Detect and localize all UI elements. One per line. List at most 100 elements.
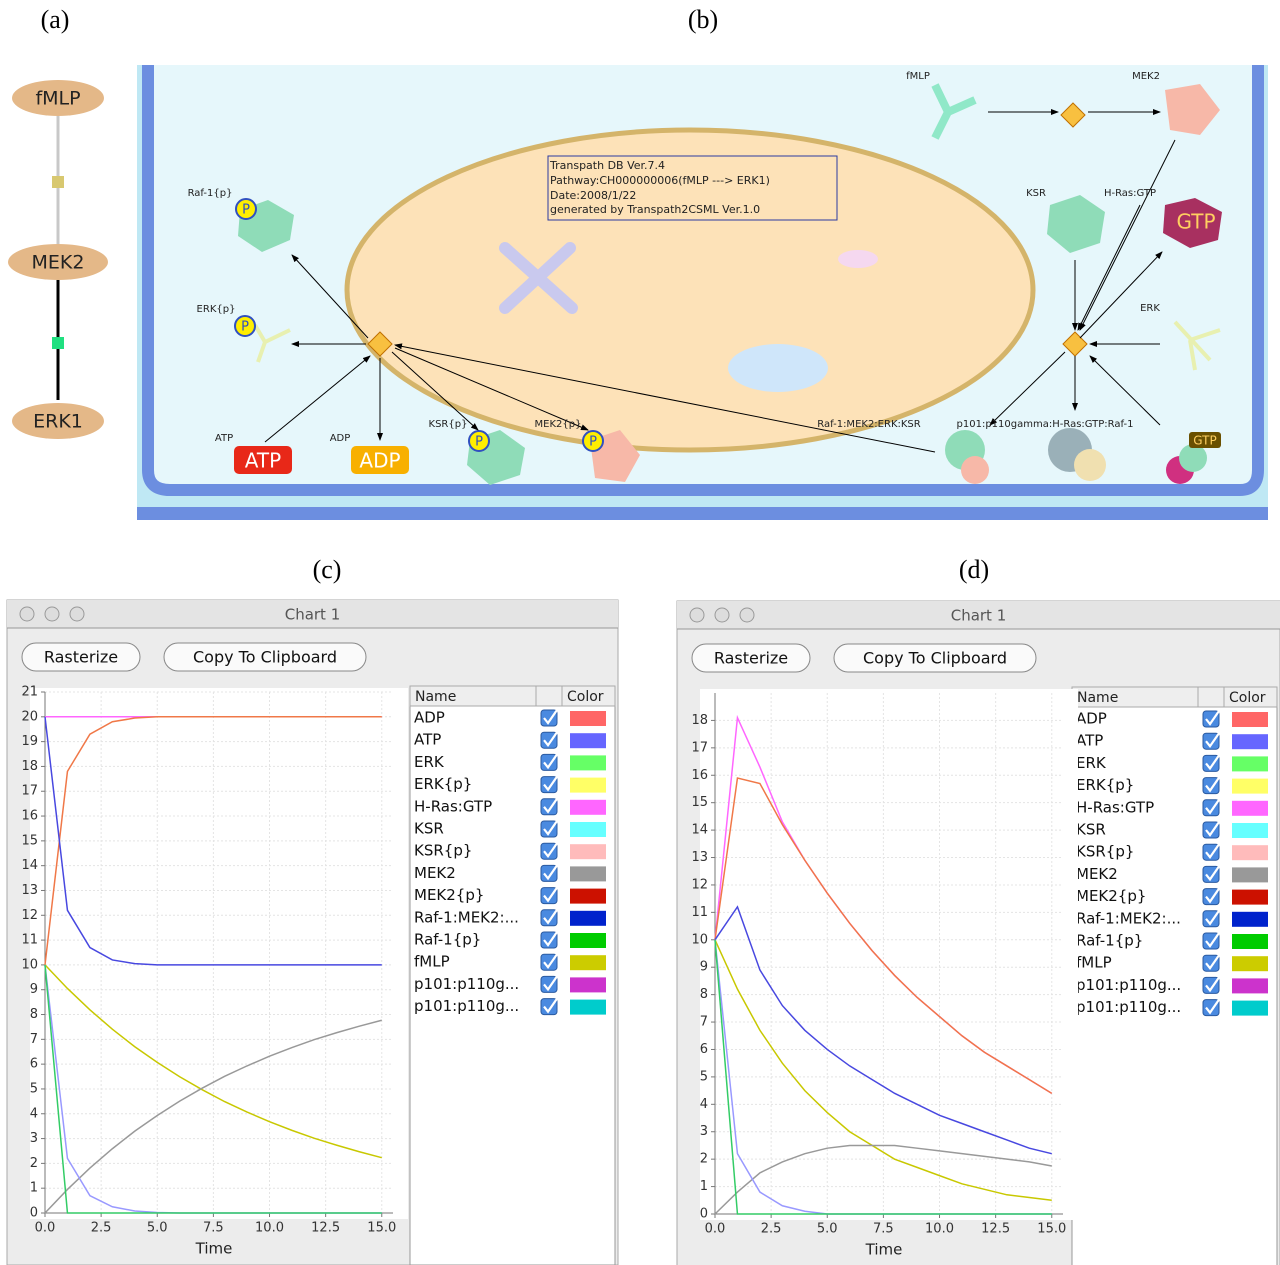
legend-checkmark [1205,976,1220,993]
x-tick-label: 12.5 [311,1221,340,1236]
legend-swatch [570,733,606,749]
button[interactable] [163,642,367,672]
legend-swatch [1232,978,1268,994]
legend-swatch [1232,1000,1268,1016]
legend-name: ADP [414,709,445,727]
window-control[interactable] [689,607,705,623]
legend-swatch [570,866,606,882]
y-tick-label: 14 [691,823,708,838]
legend-checkmark [543,798,558,814]
icon-label: P [589,435,597,450]
legend-swatch [1232,712,1268,727]
button[interactable] [833,643,1037,673]
y-tick-label: 21 [21,685,38,700]
y-tick-label: 18 [21,759,38,774]
table-header [409,685,616,707]
legend-swatch [1232,889,1268,905]
legend-checkmark [543,775,558,792]
pathway-a [8,80,108,439]
series-line [714,1144,1052,1215]
molecule-label: fMLP [906,71,930,82]
legend-name: KSR [1076,821,1106,839]
y-tick-label: 6 [30,1057,38,1072]
icon-label: ATP [245,449,281,473]
button-label[interactable]: Copy To Clipboard [863,649,1007,668]
y-tick-label: 6 [700,1042,708,1057]
legend-swatch [570,955,606,971]
x-tick-label: 5.0 [147,1221,168,1236]
legend-swatch [570,822,606,837]
window-control[interactable] [69,606,85,622]
y-tick-label: 12 [691,877,708,892]
legend-name: MEK2{p} [1076,887,1146,905]
y-tick-label: 14 [21,858,38,873]
y-tick-label: 10 [691,932,708,947]
legend-checkmark [1205,998,1220,1015]
y-tick-label: 9 [700,960,708,975]
y-tick-label: 8 [30,1007,38,1022]
series-line [714,777,1053,1094]
series-line [714,939,1052,1215]
y-tick-label: 0 [30,1206,38,1221]
legend-name: KSR{p} [1076,843,1134,861]
legend-checkmark [543,931,558,947]
molecule-label: Raf-1:MEK2:ERK:KSR [817,419,921,430]
legend-name: KSR [414,820,444,838]
legend-name: p101:p110g... [414,975,519,993]
y-tick-label: 2 [30,1156,38,1171]
y-tick-label: 18 [691,713,708,728]
button-label[interactable]: Copy To Clipboard [193,648,337,667]
x-tick-label: 5.0 [817,1222,838,1237]
y-tick-label: 17 [21,784,38,799]
legend-name: ATP [1076,732,1103,750]
y-tick-label: 9 [30,982,38,997]
y-tick-label: 17 [691,740,708,755]
legend-checkmark [1205,932,1220,948]
legend-checkmark [543,842,558,859]
molecule-label: MEK2{p} [535,419,582,430]
legend-swatch [1232,956,1268,972]
legend-swatch [570,777,606,793]
legend-name: Raf-1:MEK2:... [1076,909,1181,927]
x-tick-label: 10.0 [255,1221,284,1236]
legend-checkmark [543,886,558,903]
legend-name: p101:p110g... [1076,976,1181,994]
legend-swatch [1232,823,1268,838]
x-tick-label: 15.0 [367,1221,396,1236]
button[interactable] [691,643,811,673]
legend-swatch [1232,778,1268,794]
legend-name: ADP [1076,710,1107,728]
legend-name: Raf-1{p} [414,931,481,949]
x-tick-label: 7.5 [203,1221,224,1236]
series-line [44,1019,382,1214]
legend-name: fMLP [414,953,450,971]
y-tick-label: 4 [700,1097,708,1112]
info-line: generated by Transpath2CSML Ver.1.0 [550,203,760,216]
button-label[interactable]: Rasterize [44,648,118,667]
y-tick-label: 12 [21,908,38,923]
x-tick-label: 12.5 [981,1222,1010,1237]
window-control[interactable] [714,607,730,623]
molecule-label: MEK2 [1132,71,1160,82]
x-axis-label: Time [865,1241,903,1259]
legend-name: Raf-1{p} [1076,932,1143,950]
window-control[interactable] [739,607,755,623]
series-line [44,716,382,966]
molecule-label: Raf-1{p} [188,188,233,199]
table-header-cell: Name [1077,690,1118,706]
legend-name: ERK{p} [414,775,472,793]
legend-swatch [1232,934,1268,949]
button-label[interactable]: Rasterize [714,649,788,668]
window-control[interactable] [19,606,35,622]
y-tick-label: 16 [691,768,708,783]
y-tick-label: 1 [30,1181,38,1196]
table-header-cell: Color [1229,690,1266,706]
legend-swatch [570,799,606,815]
legend-checkmark [543,997,558,1014]
button[interactable] [21,642,141,672]
legend-checkmark [1205,865,1220,882]
window-control[interactable] [44,606,60,622]
info-line: Date:2008/1/22 [550,189,636,202]
